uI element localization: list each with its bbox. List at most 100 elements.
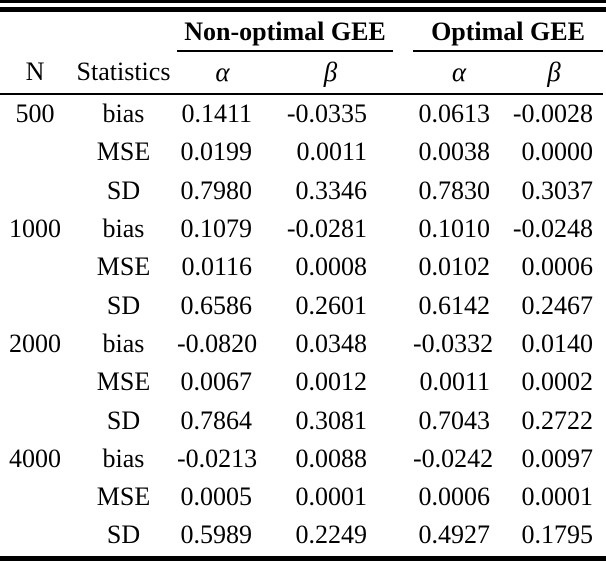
group-header-non-optimal-gee: Non-optimal GEE bbox=[177, 13, 393, 52]
table-row: 500 bias 0.1411 -0.0335 0.0613 -0.0028 bbox=[0, 94, 603, 133]
col-header-beta-optimal: β bbox=[505, 51, 604, 95]
value-cell: 0.0011 bbox=[419, 367, 490, 397]
value-cell: 0.6586 bbox=[180, 290, 253, 320]
col-header-alpha-nonoptimal: α bbox=[177, 51, 268, 95]
value-cell: 0.7830 bbox=[418, 175, 491, 205]
n-cell: 1000 bbox=[9, 214, 61, 244]
table-row: MSE 0.0005 0.0001 0.0006 0.0001 bbox=[0, 478, 603, 516]
value-cell: 0.0002 bbox=[521, 367, 594, 397]
n-cell bbox=[0, 401, 70, 439]
value-cell: 0.1795 bbox=[521, 520, 594, 550]
top-double-rule-outer bbox=[0, 0, 606, 3]
value-cell: 0.0116 bbox=[181, 252, 252, 282]
stat-cell: MSE bbox=[96, 482, 151, 512]
gap-cell bbox=[393, 248, 413, 286]
value-cell: 0.0000 bbox=[521, 137, 594, 167]
n-cell bbox=[0, 478, 70, 516]
n-cell bbox=[0, 172, 70, 210]
n-cell bbox=[0, 286, 70, 324]
stat-cell: MSE bbox=[96, 252, 151, 282]
table-row: 2000 bias -0.0820 0.0348 -0.0332 0.0140 bbox=[0, 325, 603, 363]
value-cell: 0.1411 bbox=[181, 99, 252, 129]
stat-cell: bias bbox=[102, 99, 145, 129]
value-cell: 0.1010 bbox=[418, 214, 491, 244]
table-row: MSE 0.0067 0.0012 0.0011 0.0002 bbox=[0, 363, 603, 401]
value-cell: 0.0067 bbox=[180, 367, 253, 397]
group-gap bbox=[393, 13, 413, 51]
stat-cell: bias bbox=[102, 443, 145, 473]
stat-cell: SD bbox=[106, 520, 141, 550]
table-row: 1000 bias 0.1079 -0.0281 0.1010 -0.0248 bbox=[0, 210, 603, 248]
value-cell: 0.0001 bbox=[521, 482, 594, 512]
value-cell: 0.0006 bbox=[521, 252, 594, 282]
n-cell: 500 bbox=[15, 99, 55, 129]
n-cell bbox=[0, 248, 70, 286]
gap-cell bbox=[393, 478, 413, 516]
value-cell: 0.0088 bbox=[295, 443, 368, 473]
n-cell bbox=[0, 133, 70, 171]
stat-cell: SD bbox=[106, 175, 141, 205]
value-cell: 0.6142 bbox=[418, 290, 491, 320]
gap-cell bbox=[393, 94, 413, 133]
table-row: SD 0.6586 0.2601 0.6142 0.2467 bbox=[0, 286, 603, 324]
gap-cell bbox=[393, 210, 413, 248]
value-cell: 0.3081 bbox=[295, 405, 368, 435]
table-row: 4000 bias -0.0213 0.0088 -0.0242 0.0097 bbox=[0, 440, 603, 478]
stat-cell: SD bbox=[106, 290, 141, 320]
gap-cell bbox=[393, 401, 413, 439]
value-cell: 0.4927 bbox=[418, 520, 491, 550]
gap-cell bbox=[393, 325, 413, 363]
gap-cell bbox=[393, 172, 413, 210]
value-cell: 0.2601 bbox=[295, 290, 368, 320]
value-cell: 0.0011 bbox=[296, 137, 367, 167]
value-cell: 0.1079 bbox=[180, 214, 253, 244]
empty-header-statistics bbox=[70, 13, 177, 51]
group-header-row: Non-optimal GEE Optimal GEE bbox=[0, 13, 604, 52]
value-cell: 0.2722 bbox=[521, 405, 594, 435]
value-cell: 0.3346 bbox=[295, 175, 368, 205]
n-cell: 4000 bbox=[9, 443, 61, 473]
gap-cell bbox=[393, 133, 413, 171]
value-cell: 0.0102 bbox=[418, 252, 491, 282]
n-cell bbox=[0, 363, 70, 401]
table-row: MSE 0.0199 0.0011 0.0038 0.0000 bbox=[0, 133, 603, 171]
simulation-results-table: Non-optimal GEE Optimal GEE N Statistics… bbox=[0, 13, 604, 555]
table-row: SD 0.7864 0.3081 0.7043 0.2722 bbox=[0, 401, 603, 439]
value-cell: 0.0038 bbox=[418, 137, 491, 167]
gap-cell bbox=[393, 286, 413, 324]
value-cell: -0.0242 bbox=[413, 443, 494, 473]
value-cell: -0.0332 bbox=[413, 328, 494, 358]
col-header-beta-nonoptimal: β bbox=[268, 51, 393, 95]
col-header-alpha-optimal: α bbox=[413, 51, 505, 95]
top-double-rule-inner bbox=[0, 7, 606, 12]
col-header-gap bbox=[393, 51, 413, 95]
value-cell: -0.0213 bbox=[177, 443, 258, 473]
value-cell: 0.0008 bbox=[295, 252, 368, 282]
value-cell: 0.0012 bbox=[295, 367, 368, 397]
stat-cell: bias bbox=[102, 214, 145, 244]
n-cell bbox=[0, 516, 70, 554]
stat-cell: bias bbox=[102, 328, 145, 358]
value-cell: 0.0001 bbox=[295, 482, 368, 512]
value-cell: 0.7043 bbox=[418, 405, 491, 435]
value-cell: -0.0028 bbox=[512, 99, 594, 129]
value-cell: 0.0348 bbox=[295, 328, 368, 358]
col-header-n: N bbox=[0, 51, 70, 95]
value-cell: 0.0613 bbox=[418, 99, 491, 129]
gap-cell bbox=[393, 363, 413, 401]
column-header-row: N Statistics α β α β bbox=[0, 51, 604, 95]
value-cell: 0.0199 bbox=[180, 137, 253, 167]
value-cell: 0.0006 bbox=[418, 482, 491, 512]
gap-cell bbox=[393, 440, 413, 478]
value-cell: 0.3037 bbox=[521, 175, 594, 205]
value-cell: 0.0097 bbox=[521, 443, 594, 473]
table-row: SD 0.7980 0.3346 0.7830 0.3037 bbox=[0, 172, 603, 210]
stat-cell: MSE bbox=[96, 367, 151, 397]
stat-cell: SD bbox=[106, 405, 141, 435]
value-cell: -0.0248 bbox=[512, 214, 594, 244]
col-header-statistics: Statistics bbox=[70, 51, 177, 95]
empty-header-n bbox=[0, 13, 70, 51]
value-cell: -0.0335 bbox=[286, 99, 367, 129]
table-row: SD 0.5989 0.2249 0.4927 0.1795 bbox=[0, 516, 603, 554]
